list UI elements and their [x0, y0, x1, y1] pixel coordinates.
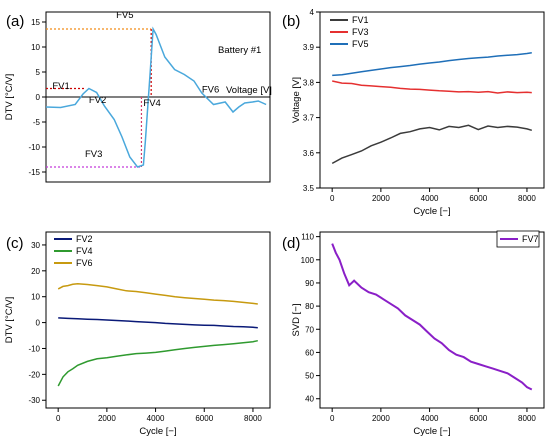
panel-a-yticks: 15 10 5 0 -5 -10 -15	[28, 18, 46, 177]
panel-d-ytick-label: 70	[305, 325, 314, 334]
panel-b-legend-label-fv5: FV5	[352, 39, 369, 49]
panel-b-ticks: 0 2000 4000 6000 8000 3.5 3.6 3.7 3.8 3.9 4	[303, 8, 537, 203]
panel-c-legend: FV2 FV4 FV6	[54, 234, 93, 268]
panel-c-ytick-label: 10	[31, 293, 40, 302]
panel-a: (a) DTV [°C/V] 15 10 5 0 -5 -10 -15 Voltage [V…	[4, 10, 272, 183]
panel-a-dtv-curve	[45, 26, 267, 168]
panel-b-xtick-label: 0	[330, 194, 335, 203]
panel-a-marker-fv6: FV6	[202, 85, 219, 96]
panel-c-xtick-label: 2000	[98, 414, 116, 423]
panel-d-frame	[319, 231, 545, 409]
panel-a-ytick-label: 5	[36, 68, 41, 77]
panel-c-legend-label-fv2: FV2	[76, 234, 93, 244]
panel-b-xtick-label: 2000	[372, 194, 390, 203]
panel-a-ytick-label: 0	[36, 93, 41, 102]
panel-b-line-fv3	[332, 80, 532, 94]
panel-c-legend-label-fv6: FV6	[76, 258, 93, 268]
panel-d-ytick-label: 60	[305, 348, 314, 357]
panel-a-voltage-label: Voltage [V]	[226, 85, 272, 96]
panel-c-line-fv4	[57, 339, 258, 387]
panel-b-ytick-label: 3.5	[303, 184, 315, 193]
panel-a-ytick-label: -5	[33, 118, 41, 127]
panel-b-legend-label-fv3: FV3	[352, 27, 369, 37]
panel-d: (d) SVD [−] Cycle [−] 0 2000 4000 6000 8000 1…	[282, 230, 545, 437]
panel-d-ytick-label: 80	[305, 302, 314, 311]
panel-c-line-fv2	[58, 317, 258, 329]
panel-d-ylabel: SVD [−]	[291, 304, 302, 337]
panel-b-ytick-label: 3.8	[303, 78, 315, 87]
panel-d-xtick-label: 2000	[372, 414, 390, 423]
panel-a-marker-fv5: FV5	[116, 10, 133, 21]
panel-b-legend: FV1 FV3 FV5	[330, 15, 369, 49]
panel-c-xlabel: Cycle [−]	[139, 426, 176, 437]
panel-c-label: (c)	[6, 235, 24, 252]
panel-a-annotation: Battery #1	[218, 45, 261, 56]
panel-a-marker-fv1: FV1	[52, 81, 69, 92]
panel-c-line-fv6	[57, 283, 258, 305]
panel-a-ylabel: DTV [°C/V]	[4, 74, 15, 121]
panel-b-ylabel: Voltage [V]	[291, 77, 302, 123]
panel-c-ylabel: DTV [°C/V]	[4, 297, 15, 344]
panel-c-series	[57, 283, 258, 387]
panel-d-xtick-label: 4000	[421, 414, 439, 423]
panel-d-ytick-label: 100	[301, 256, 315, 265]
panel-a-marker-fv4: FV4	[143, 98, 160, 109]
panel-d-xtick-label: 8000	[518, 414, 536, 423]
panel-a-ytick-label: -10	[28, 143, 40, 152]
panel-c-ticks: 0 2000 4000 6000 8000 30 20 10 0 -10 -20 -30	[28, 241, 262, 423]
panel-d-ytick-label: 110	[301, 233, 314, 242]
panel-b-ytick-label: 3.6	[303, 149, 315, 158]
panel-b-series	[331, 52, 533, 165]
panel-c-xtick-label: 4000	[147, 414, 165, 423]
panel-a-ytick-label: 10	[31, 43, 40, 52]
panel-b-line-fv1	[331, 124, 533, 165]
panel-c-frame	[45, 231, 271, 409]
panel-d-ytick-label: 50	[305, 372, 314, 381]
panel-c-ytick-label: 30	[31, 241, 40, 250]
panel-b: (b) Voltage [V] Cycle [−] 0 2000 4000 6000 8…	[282, 8, 545, 217]
panel-d-label: (d)	[282, 235, 300, 252]
panel-b-legend-label-fv1: FV1	[352, 15, 369, 25]
panel-b-xtick-label: 6000	[469, 194, 487, 203]
panel-c-xtick-label: 6000	[195, 414, 213, 423]
panel-a-marker-fv2: FV2	[89, 95, 106, 106]
panel-a-ytick-label: -15	[28, 168, 40, 177]
panel-d-ytick-label: 40	[305, 395, 314, 404]
panel-d-legend: FV7	[496, 230, 540, 248]
panel-b-frame	[319, 11, 545, 189]
panel-c: (c) DTV [°C/V] Cycle [−] 0 2000 4000 6000 80…	[4, 231, 271, 437]
panel-c-ytick-label: -30	[28, 396, 40, 405]
panel-c-ytick-label: -10	[28, 344, 40, 353]
panel-c-legend-label-fv4: FV4	[76, 246, 93, 256]
panel-b-line-fv5	[332, 52, 532, 77]
panel-c-xtick-label: 8000	[244, 414, 262, 423]
panel-a-label: (a)	[6, 13, 24, 30]
panel-b-label: (b)	[282, 13, 300, 30]
panel-b-ytick-label: 3.9	[303, 43, 315, 52]
panel-d-legend-label-fv7: FV7	[522, 234, 539, 244]
panel-d-series	[331, 243, 533, 391]
panel-d-line-fv7	[331, 243, 533, 391]
panel-d-ticks: 0 2000 4000 6000 8000 110 100 90 80 70 60 50 40	[301, 233, 537, 423]
panel-c-ytick-label: 0	[36, 319, 41, 328]
panel-b-xtick-label: 8000	[518, 194, 536, 203]
panel-d-xtick-label: 6000	[469, 414, 487, 423]
panel-a-marker-fv3: FV3	[85, 149, 102, 160]
panel-c-ytick-label: -20	[28, 370, 40, 379]
panel-b-ytick-label: 3.7	[303, 114, 315, 123]
panel-d-ytick-label: 90	[305, 279, 314, 288]
panel-a-markers: FV1 FV2 FV3 FV4 FV5 FV6	[52, 10, 219, 160]
panel-b-xtick-label: 4000	[421, 194, 439, 203]
panel-d-xtick-label: 0	[330, 414, 335, 423]
panel-b-xlabel: Cycle [−]	[413, 206, 450, 217]
panel-d-xlabel: Cycle [−]	[413, 426, 450, 437]
panel-c-ytick-label: 20	[31, 267, 40, 276]
panel-a-ytick-label: 15	[31, 18, 40, 27]
panel-c-xtick-label: 0	[56, 414, 61, 423]
panel-b-ytick-label: 4	[310, 8, 315, 17]
